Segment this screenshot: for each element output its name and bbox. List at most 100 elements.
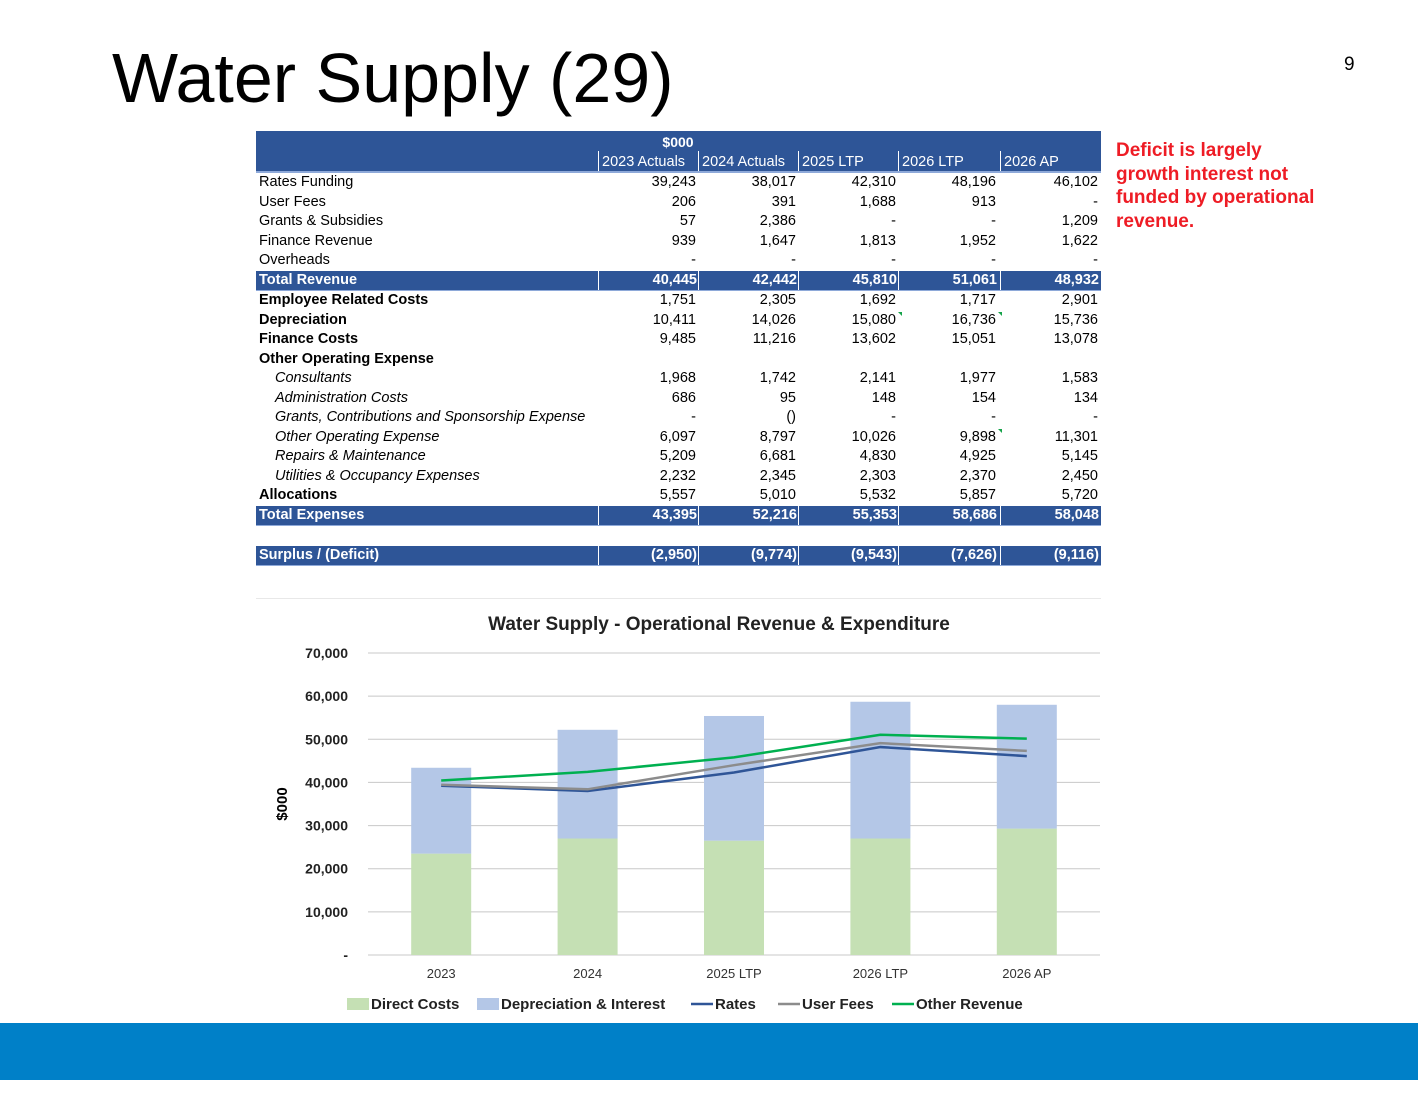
- cell-value: 58,048: [1000, 505, 1101, 525]
- table-column-header: 2023 Actuals 2024 Actuals 2025 LTP 2026 …: [256, 151, 1101, 173]
- table-row: Total Revenue 40,445 42,442 45,810 51,061 48,…: [256, 270, 1101, 291]
- bar-segment: [411, 767, 472, 854]
- column-header: 2025 LTP: [798, 151, 898, 171]
- x-tick-label: 2026 LTP: [853, 966, 908, 981]
- cell-value: 42,442: [698, 270, 799, 290]
- legend-label: Other Revenue: [916, 996, 1023, 1013]
- cell-value: (): [786, 409, 796, 425]
- cell-value: 5,010: [759, 487, 796, 503]
- cell-value: 38,017: [751, 174, 796, 190]
- cell-value: 5,145: [1061, 448, 1098, 464]
- cell-value: 1,692: [859, 292, 896, 308]
- cell-value: 14,026: [751, 311, 796, 328]
- cell-value: 5,209: [659, 448, 696, 464]
- cell-value: 52,216: [698, 505, 799, 525]
- y-tick-label: -: [343, 947, 348, 963]
- cell-comment-marker: [898, 311, 902, 316]
- row-label: Employee Related Costs: [259, 292, 429, 308]
- cell-value: 15,051: [951, 331, 996, 347]
- cell-value: 6,681: [759, 448, 796, 464]
- cell-value: 2,232: [659, 467, 696, 484]
- row-label: Consultants: [275, 370, 352, 386]
- cell-value: 2,386: [759, 213, 796, 229]
- cell-value: (9,543): [798, 545, 899, 565]
- row-label: Total Expenses: [259, 506, 365, 523]
- cell-value: 148: [871, 389, 896, 406]
- legend-label: Depreciation & Interest: [501, 996, 665, 1013]
- cell-value: -: [891, 409, 896, 425]
- cell-value: 686: [671, 389, 696, 406]
- cell-value: 206: [671, 193, 696, 210]
- table-row: Repairs & Maintenance 5,209 6,681 4,830 4,92…: [256, 447, 1101, 467]
- table-row: Total Expenses 43,395 52,216 55,353 58,686 58…: [256, 505, 1101, 526]
- cell-value: 39,243: [651, 174, 696, 190]
- cell-value: 1,952: [959, 232, 996, 249]
- cell-value: 1,751: [659, 292, 696, 308]
- x-tick-label: 2024: [573, 966, 602, 981]
- column-header: 2024 Actuals: [698, 151, 798, 171]
- cell-value: 15,736: [1053, 311, 1098, 328]
- cell-value: 11,216: [752, 331, 796, 347]
- unit-label: $000: [662, 134, 694, 150]
- row-label: Repairs & Maintenance: [275, 448, 426, 464]
- cell-value: 95: [779, 389, 796, 406]
- cell-value: -: [991, 252, 996, 268]
- row-label: Total Revenue: [259, 271, 358, 288]
- row-label: Administration Costs: [275, 389, 408, 406]
- legend-swatch: [347, 998, 369, 1010]
- y-tick-label: 40,000: [305, 774, 348, 790]
- y-tick-label: 20,000: [305, 861, 348, 877]
- table-row: Rates Funding 39,243 38,017 42,310 48,196 46,…: [256, 173, 1101, 193]
- row-label: Rates Funding: [259, 174, 354, 190]
- chart-title: Water Supply - Operational Revenue & Exp…: [488, 614, 950, 635]
- row-label: Utilities & Occupancy Expenses: [275, 467, 480, 484]
- cell-value: 1,583: [1061, 370, 1098, 386]
- cell-comment-marker: [998, 428, 1002, 433]
- cell-value: (2,950): [598, 545, 699, 565]
- cell-value: 154: [971, 389, 996, 406]
- bar-segment: [411, 853, 472, 955]
- y-tick-label: 30,000: [305, 818, 348, 834]
- cell-value: 1,717: [959, 292, 996, 308]
- table-row: Depreciation 10,411 14,026 15,080 16,736 15,7…: [256, 311, 1101, 331]
- cell-value: 1,742: [759, 370, 796, 386]
- deficit-note: Deficit is largely growth interest not f…: [1116, 140, 1315, 232]
- cell-value: 55,353: [798, 505, 899, 525]
- cell-value: 48,196: [951, 174, 996, 190]
- cell-value: 939: [671, 232, 696, 249]
- bar-segment: [704, 715, 764, 841]
- cell-value: 1,977: [959, 370, 996, 386]
- page-number: 9: [1344, 54, 1355, 75]
- cell-value: 6,097: [659, 428, 696, 445]
- financial-table: $000 2023 Actuals 2024 Actuals 2025 LTP …: [256, 131, 1101, 566]
- cell-value: (9,774): [698, 545, 799, 565]
- row-label: Finance Revenue: [259, 232, 373, 249]
- cell-comment-marker: [998, 311, 1002, 316]
- cell-value: 1,688: [859, 193, 896, 210]
- table-row: Utilities & Occupancy Expenses 2,232 2,345…: [256, 467, 1101, 487]
- row-label: Grants, Contributions and Sponsorship Ex…: [275, 409, 586, 425]
- row-label: Grants & Subsidies: [259, 213, 384, 229]
- cell-value: 2,305: [759, 292, 796, 308]
- line-series: [441, 741, 1027, 791]
- table-row: User Fees 206 391 1,688 913 -: [256, 193, 1101, 213]
- table-row: Administration Costs 686 95 148 154 134: [256, 389, 1101, 409]
- cell-value: 10,411: [652, 311, 696, 328]
- cell-value: 1,968: [659, 370, 696, 386]
- bar-segment: [557, 838, 618, 955]
- cell-value: 4,830: [859, 448, 896, 464]
- table-row: Grants, Contributions and Sponsorship Ex…: [256, 408, 1101, 428]
- y-tick-label: 10,000: [305, 904, 348, 920]
- bar-segment: [850, 701, 911, 839]
- cell-value: 1,209: [1061, 213, 1098, 229]
- cell-value: 9,485: [659, 331, 696, 347]
- slide-title: Water Supply (29): [112, 39, 674, 117]
- table-row: Overheads - - - - -: [256, 251, 1101, 271]
- cell-value: 1,647: [759, 232, 796, 249]
- x-tick-label: 2026 AP: [1002, 966, 1051, 981]
- cell-value: -: [891, 213, 896, 229]
- cell-value: 13,602: [851, 331, 896, 347]
- row-label: Finance Costs: [259, 331, 359, 347]
- line-series: [441, 745, 1027, 793]
- bar-segment: [996, 828, 1057, 955]
